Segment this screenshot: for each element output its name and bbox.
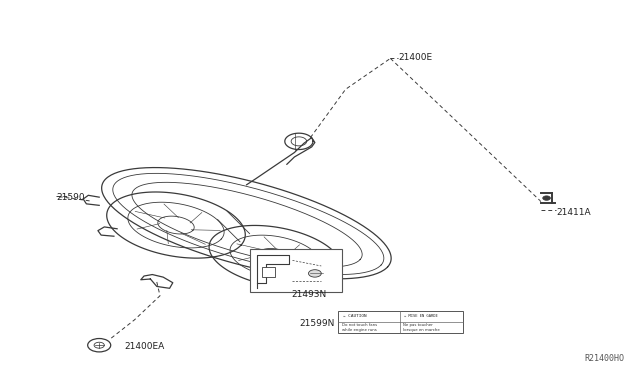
Bar [338,311,463,333]
Text: ⚠ CAUTION: ⚠ CAUTION [343,314,367,318]
Text: while engine runs: while engine runs [342,327,376,331]
Text: Do not touch fans: Do not touch fans [342,323,377,327]
Text: ⚠ MISE EN GARDE: ⚠ MISE EN GARDE [404,314,437,318]
Circle shape [308,270,321,277]
Text: R21400HO: R21400HO [584,354,624,363]
Circle shape [543,196,550,200]
Text: 21411A: 21411A [557,208,591,217]
Text: 21493N: 21493N [291,290,326,299]
Circle shape [88,339,111,352]
Text: 21590: 21590 [56,193,85,202]
Text: 21400E: 21400E [398,53,432,62]
Text: Ne pas toucher: Ne pas toucher [403,323,433,327]
Text: 21599N: 21599N [299,319,334,328]
Text: 21400EA: 21400EA [125,342,165,351]
Text: lorsque en marche: lorsque en marche [403,327,440,331]
Bar [250,249,342,292]
Bar [262,267,275,277]
